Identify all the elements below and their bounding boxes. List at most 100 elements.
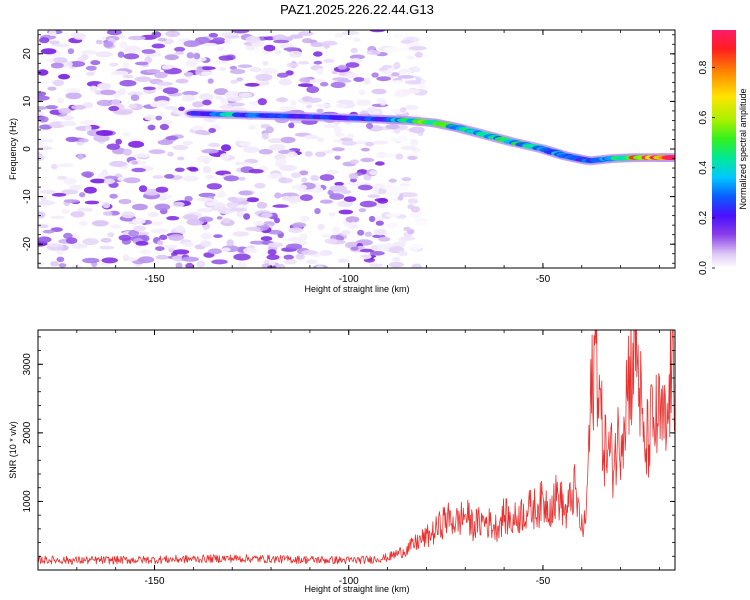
noise-blob [370, 244, 379, 251]
x-tick-label: -150 [145, 274, 165, 285]
noise-blob [226, 239, 234, 247]
noise-blob [221, 247, 231, 252]
noise-blob [200, 240, 212, 248]
noise-blob [56, 175, 68, 180]
noise-blob [337, 200, 354, 208]
noise-blob [283, 259, 298, 265]
noise-blob [245, 226, 261, 231]
colorbar-tick-label: 0.4 [698, 160, 709, 174]
snr-background [38, 330, 675, 570]
noise-blob [191, 125, 205, 132]
x-tick-label: -150 [145, 576, 165, 587]
noise-blob [229, 68, 246, 75]
noise-blob [38, 95, 50, 101]
noise-blob [58, 263, 67, 268]
noise-blob [103, 40, 114, 48]
noise-blob [208, 248, 222, 255]
noise-blob [157, 139, 173, 145]
noise-blob [409, 210, 423, 218]
noise-blob [157, 85, 164, 91]
noise-blob [175, 78, 189, 84]
noise-blob [315, 103, 331, 108]
noise-blob [233, 253, 251, 261]
noise-blob [155, 115, 163, 121]
noise-blob [390, 80, 406, 85]
noise-blob [345, 72, 359, 79]
noise-blob [414, 51, 423, 58]
noise-blob [348, 173, 359, 180]
noise-blob [159, 234, 168, 240]
noise-blob [58, 107, 72, 115]
noise-blob [400, 39, 413, 44]
noise-blob [50, 227, 63, 233]
noise-blob [108, 105, 120, 112]
noise-blob [90, 178, 106, 184]
noise-blob [164, 54, 179, 61]
noise-blob [199, 208, 209, 213]
noise-blob [227, 196, 238, 202]
noise-blob [201, 148, 219, 154]
noise-blob [313, 60, 323, 65]
noise-blob [183, 72, 194, 77]
noise-blob [53, 79, 64, 87]
noise-blob [104, 175, 119, 180]
noise-blob [265, 126, 274, 134]
y-tick-label: 0 [22, 146, 33, 152]
noise-blob [359, 248, 375, 253]
noise-blob [122, 74, 134, 79]
noise-blob [155, 246, 165, 252]
noise-blob [118, 198, 132, 205]
noise-blob [128, 103, 138, 109]
noise-blob [84, 124, 92, 131]
noise-blob [301, 177, 308, 183]
noise-blob [216, 190, 226, 198]
noise-blob [299, 170, 309, 176]
noise-blob [256, 201, 268, 209]
noise-blob [213, 234, 223, 239]
noise-blob [182, 175, 200, 182]
noise-blob [208, 32, 218, 38]
noise-blob [385, 124, 400, 130]
noise-blob [211, 259, 228, 265]
noise-blob [214, 95, 224, 100]
noise-blob [267, 138, 284, 144]
noise-blob [400, 185, 409, 192]
noise-blob [177, 156, 185, 161]
noise-blob [319, 250, 333, 256]
noise-blob [407, 155, 418, 160]
noise-blob [371, 72, 379, 78]
colorbar-tick-label: 0.0 [698, 261, 709, 275]
noise-blob [273, 39, 290, 44]
noise-blob [78, 192, 86, 198]
noise-blob [254, 182, 266, 189]
noise-blob [38, 236, 52, 243]
noise-blob [243, 247, 258, 254]
noise-blob [290, 99, 297, 107]
noise-blob [132, 217, 146, 225]
noise-blob [391, 72, 400, 77]
noise-blob [38, 116, 49, 123]
noise-blob [274, 217, 280, 224]
noise-blob [63, 232, 73, 239]
noise-blob [369, 170, 378, 175]
noise-blob [345, 216, 360, 223]
noise-blob [404, 104, 419, 111]
noise-blob [57, 97, 64, 104]
noise-blob [317, 223, 325, 231]
noise-blob [164, 244, 178, 249]
snr-frame [37, 329, 676, 571]
noise-blob [178, 106, 185, 112]
noise-blob [206, 183, 222, 190]
noise-blob [185, 60, 198, 67]
noise-blob [128, 229, 140, 237]
noise-blob [119, 79, 137, 87]
noise-blob [68, 61, 86, 67]
noise-blob [82, 238, 99, 246]
noise-blob [155, 81, 173, 86]
noise-blob [337, 64, 347, 70]
noise-blob [255, 73, 273, 81]
noise-blob [144, 114, 155, 121]
noise-blob [299, 194, 313, 202]
noise-blob [232, 231, 250, 237]
noise-blob [40, 195, 47, 202]
